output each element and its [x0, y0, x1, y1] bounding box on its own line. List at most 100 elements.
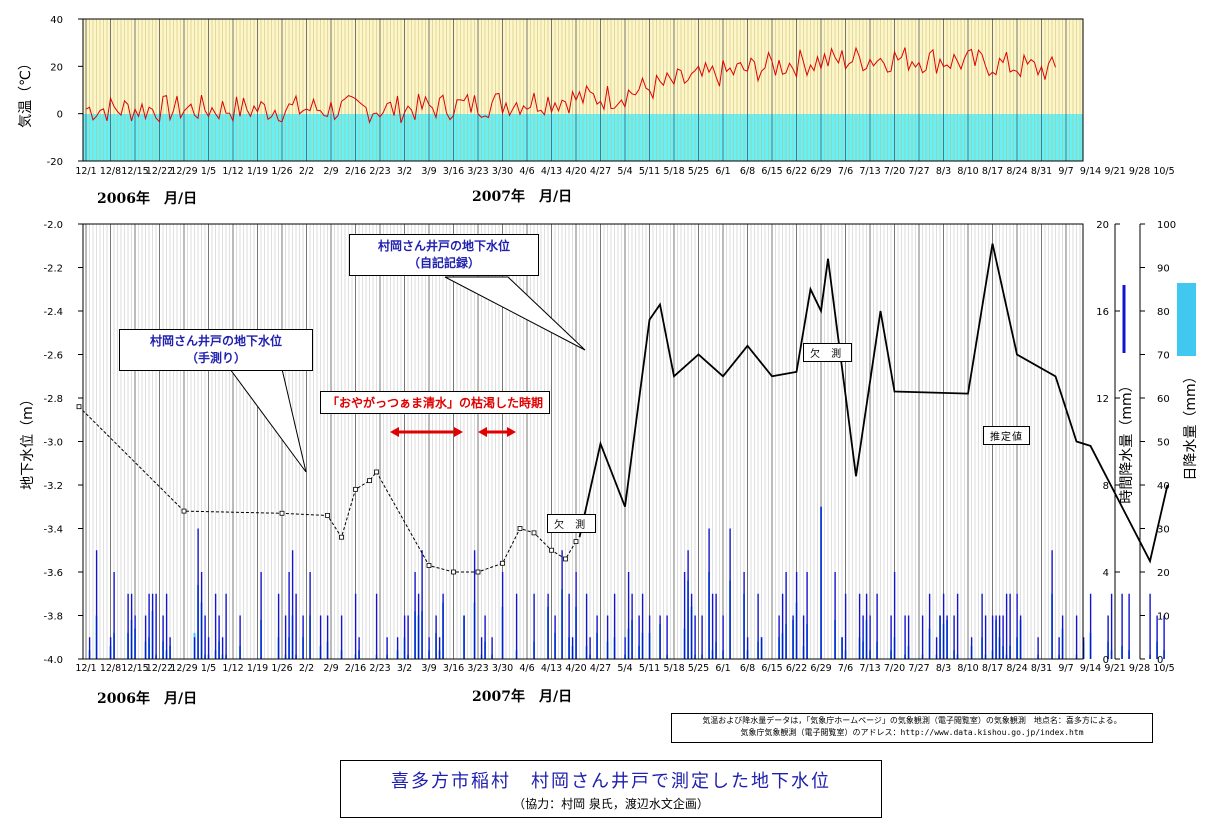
gw-y-ticks: -2.0 -2.2 -2.4 -2.6 -2.8 -3.0 -3.2 -3.4 -3.6 -3.8… — [43, 220, 83, 666]
temp-x-tick-label: 2/9 — [323, 166, 338, 177]
hourly-rain-bar — [428, 637, 430, 659]
manual-groundwater-point — [531, 530, 537, 536]
temp-x-tick-label: 10/5 — [1153, 166, 1174, 177]
hourly-rain-bar — [666, 615, 668, 659]
auto-callout-line2: （自記記録） — [407, 256, 480, 270]
hourly-rain-bar — [585, 593, 588, 659]
hourly-rain-bar — [904, 615, 906, 659]
gw-x-tick-label: 6/8 — [740, 663, 755, 674]
hourly-rain-bar — [207, 637, 210, 659]
hourly-rain-bar — [1156, 615, 1158, 659]
credit-line2: 気象庁気象観測（電子閲覧室）のアドレス：http://www.data.kish… — [740, 728, 1084, 737]
hourly-rain-tick-label: 4 — [1103, 568, 1109, 579]
temp-x-tick-label: 12/15 — [121, 166, 148, 177]
dry-period-arrow-1 — [390, 427, 463, 437]
hourly-rain-bar — [970, 637, 973, 659]
hourly-rain-bar — [641, 593, 644, 659]
hourly-rain-bar — [984, 615, 987, 659]
temp-x-tick-label: 3/2 — [397, 166, 412, 177]
hourly-rain-bar — [991, 615, 994, 659]
groundwater-series — [76, 243, 1169, 575]
hourly-rain-bar — [760, 637, 763, 659]
gw-x-tick-label: 7/6 — [838, 663, 853, 674]
hourly-rain-bar — [417, 593, 420, 659]
hourly-rain-bar — [757, 593, 759, 659]
gw-x-tick-label: 8/10 — [957, 663, 978, 674]
manual-groundwater-point — [353, 486, 358, 492]
hourly-rain-bar — [442, 593, 444, 659]
daily-rain-tick-label: 90 — [1157, 264, 1170, 275]
temp-x-tick-label: 5/4 — [617, 166, 632, 177]
hourly-rain-bar — [785, 572, 787, 659]
gw-x-tick-label: 2/2 — [299, 663, 314, 674]
hourly-rain-bar — [624, 637, 626, 659]
hourly-rain-bar — [169, 637, 171, 659]
temp-x-tick-label: 9/7 — [1058, 166, 1073, 177]
hourly-rain-bar — [218, 615, 220, 659]
figure-title: 喜多方市稲村 村岡さん井戸で測定した地下水位 — [391, 771, 831, 792]
gw-x-tick-label: 5/4 — [617, 663, 632, 674]
manual-groundwater-point — [339, 534, 344, 540]
hourly-rain-bar — [802, 615, 805, 659]
manual-callout-line1: 村岡さん井戸の地下水位 — [149, 334, 282, 348]
temperature-series — [85, 46, 1056, 125]
gw-x-tick-label: 12/22 — [146, 663, 173, 674]
hourly-rain-bar — [515, 593, 518, 659]
hourly-rain-bar — [1149, 593, 1151, 659]
gw-x-tick-label: 7/13 — [859, 663, 880, 674]
hourly-rain-bar — [193, 637, 196, 659]
hourly-rain-bar — [302, 615, 304, 659]
hourly-rain-bar — [596, 615, 598, 659]
hourly-rain-bar — [127, 593, 129, 659]
hourly-rain-bar — [795, 572, 798, 659]
hourly-rain-bar — [1009, 593, 1011, 659]
hourly-rain-bar — [575, 572, 577, 659]
gw-x-tick-label: 6/15 — [761, 663, 782, 674]
temp-x-tick-label: 8/24 — [1006, 166, 1027, 177]
gw-x-tick-label: 7/27 — [908, 663, 929, 674]
manual-groundwater-point — [76, 404, 82, 410]
hourly-rain-bar — [1002, 615, 1004, 659]
temp-x-tick-label: 6/8 — [740, 166, 755, 177]
hourly-rain-bar — [627, 572, 630, 659]
hourly-rain-bar — [701, 615, 703, 659]
gw-x-tick-label: 12/15 — [121, 663, 148, 674]
hourly-rain-bar — [225, 593, 227, 659]
temp-x-tick-label: 9/14 — [1080, 166, 1101, 177]
hourly-rain-bar — [613, 593, 616, 659]
hourly-rain-bar — [806, 572, 808, 659]
temp-x-tick-label: 4/13 — [541, 166, 562, 177]
manual-groundwater-point — [279, 510, 285, 516]
hourly-rain-bar — [354, 593, 357, 659]
temp-x-tick-label: 9/28 — [1129, 166, 1150, 177]
hourly-rain-bar — [1121, 593, 1123, 659]
hourly-rain-bar — [568, 593, 570, 659]
manual-groundwater-point — [451, 569, 456, 575]
gw-x-tick-label: 12/29 — [170, 663, 197, 674]
hourly-rain-bar — [711, 593, 714, 659]
hourly-rain-bar — [869, 615, 871, 659]
hourly-rain-bar — [1019, 615, 1022, 659]
gw-x-tick-label: 8/24 — [1006, 663, 1027, 674]
hourly-rain-bar — [1051, 550, 1053, 659]
hourly-rain-bar — [876, 593, 878, 659]
temp-x-tick-label: 7/20 — [884, 166, 905, 177]
gw-x-tick-label: 2/9 — [323, 663, 338, 674]
daily-rain-tick-label: 50 — [1157, 438, 1170, 449]
hourly-rain-bar — [743, 572, 745, 659]
hourly-rain-bar — [284, 615, 287, 659]
hourly-rain-bar — [204, 615, 206, 659]
gw-x-tick-label: 9/7 — [1058, 663, 1073, 674]
hourly-rain-bar — [473, 550, 476, 659]
hourly-rain-bar — [1037, 637, 1039, 659]
daily-rain-legend-swatch — [1177, 283, 1196, 356]
gw-x-tick-label: 12/1 — [75, 663, 96, 674]
temp-x-tick-label: 7/6 — [838, 166, 853, 177]
gw-x-tick-label: 9/21 — [1104, 663, 1125, 674]
temp-x-tick-label: 12/8 — [100, 166, 121, 177]
hourly-rain-bar — [375, 593, 378, 659]
hourly-rain-axis-title: 時間降水量（mm） — [1119, 378, 1135, 503]
gw-x-tick-label: 8/31 — [1031, 663, 1052, 674]
